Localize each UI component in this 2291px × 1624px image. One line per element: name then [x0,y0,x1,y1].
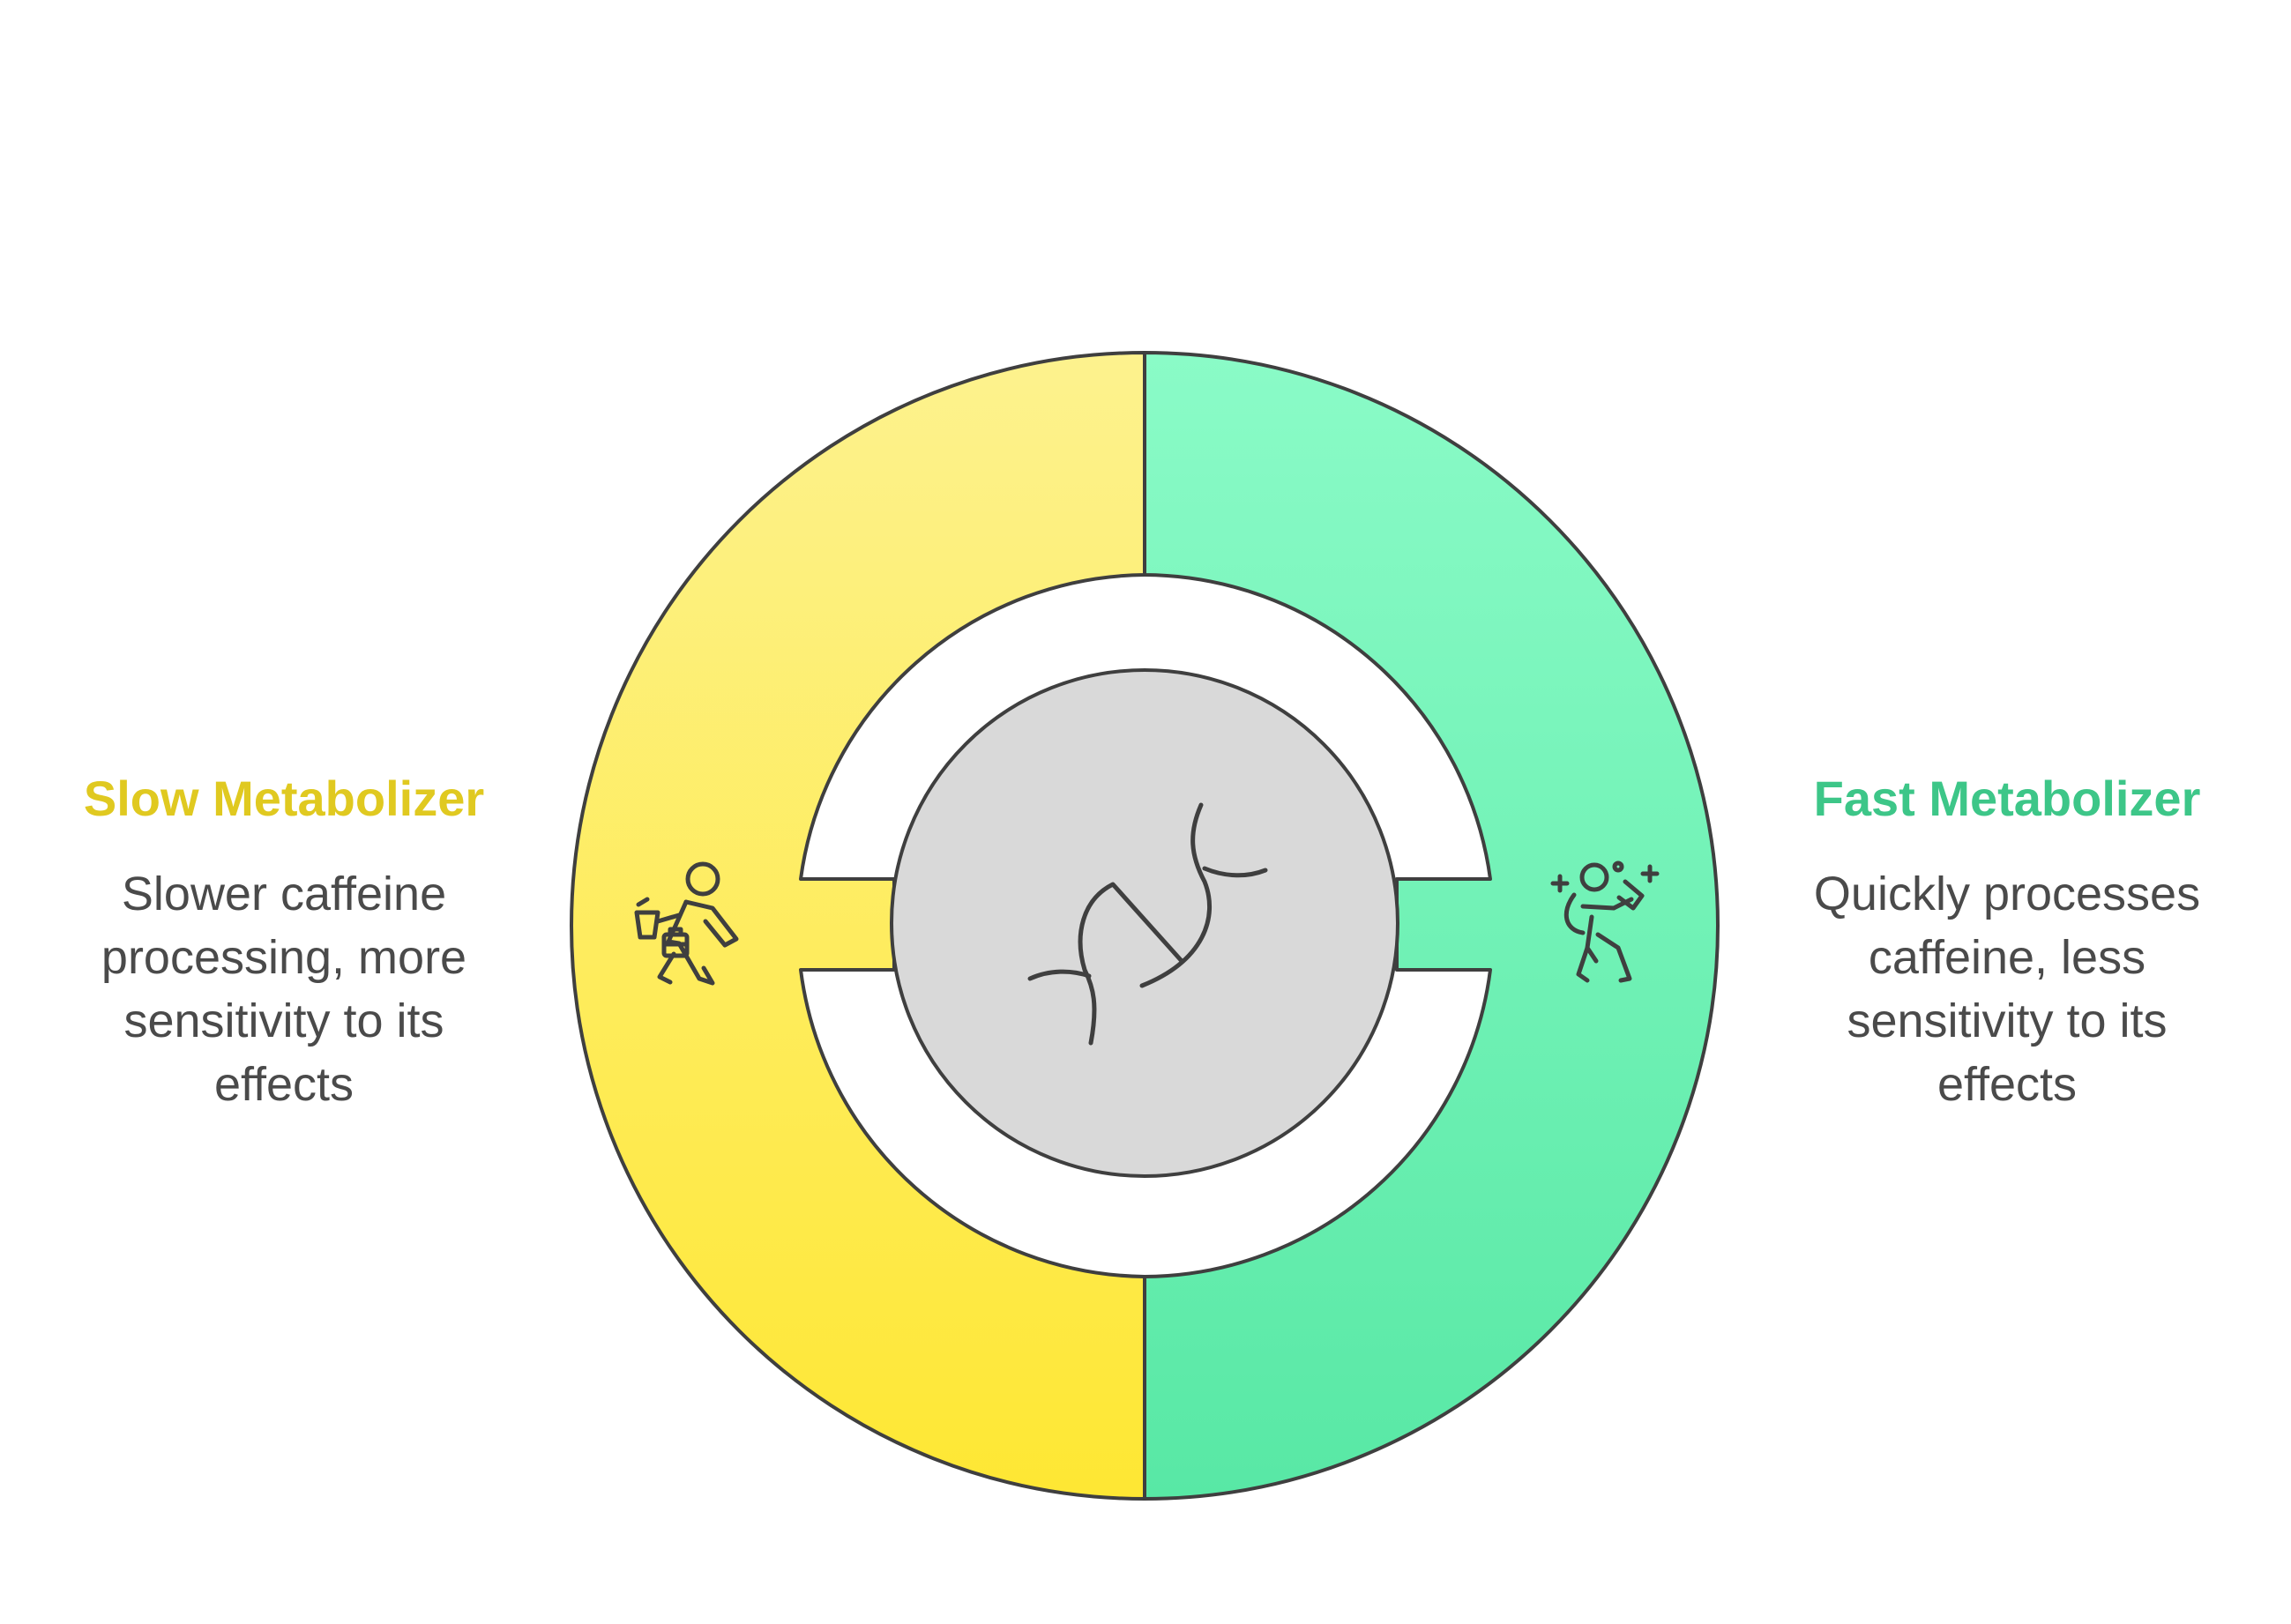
slow-metabolizer-description: Slower caffeine processing, more sensiti… [101,868,467,1111]
fast-metabolizer-segment [1143,351,1720,1501]
dna-icon [1027,802,1268,1046]
walking-person-with-coffee-and-bag-icon [634,861,739,986]
fast-metabolizer-description: Quickly processes caffeine, less sensiti… [1813,868,2201,1111]
slow-metabolizer-segment [570,351,1146,1501]
fast-metabolizer-title: Fast Metabolizer [1813,771,2201,826]
slow-metabolizer-block: Slow Metabolizer Slower caffeine process… [55,767,513,1116]
energetic-person-with-sparkles-icon [1550,860,1660,983]
fast-metabolizer-block: Fast Metabolizer Quickly processes caffe… [1778,767,2236,1116]
center-circle [890,668,1399,1178]
slow-metabolizer-title: Slow Metabolizer [83,771,485,826]
